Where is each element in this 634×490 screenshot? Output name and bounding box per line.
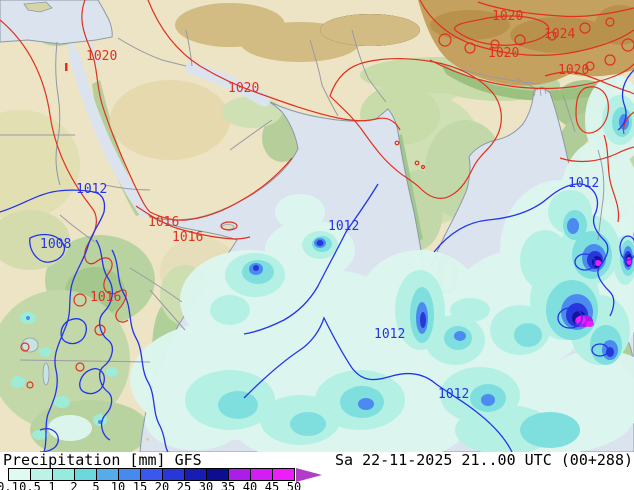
precipitation-legend: 0.1 0.5 1 2 5 10 15 20 25 30 35 40 45 50: [0, 468, 322, 490]
legend-tick: 50: [286, 480, 302, 490]
legend-segment: [31, 469, 53, 480]
legend-tick-labels: 0.1 0.5 1 2 5 10 15 20 25 30 35 40 45 50: [0, 480, 328, 490]
legend-arrow: [296, 468, 322, 482]
pressure-label: 1012: [438, 387, 469, 402]
legend-segment: [185, 469, 207, 480]
footer-text-row: Precipitation [mm] GFS Sa 22-11-2025 21.…: [0, 453, 634, 468]
precipitation-layer: [11, 75, 634, 452]
footer: Precipitation [mm] GFS Sa 22-11-2025 21.…: [0, 452, 634, 490]
legend-tick: 15: [132, 480, 148, 490]
legend-segment: [141, 469, 163, 480]
legend-segment: [119, 469, 141, 480]
legend-segment: [75, 469, 97, 480]
legend-segment: [97, 469, 119, 480]
legend-segment: [53, 469, 75, 480]
borders-layer: [0, 29, 605, 363]
pressure-label: 1016: [172, 230, 203, 245]
legend-segment: [229, 469, 251, 480]
pressure-label: 1024: [544, 27, 575, 42]
pressure-labels-layer: 1020102010161016101610201024102010201012…: [40, 9, 599, 402]
map-area: 1020 1020 1016 1016 1016 1020 1024 1020 1020 1012…: [0, 0, 634, 452]
pressure-label: 1012: [374, 327, 405, 342]
legend-tick: 45: [264, 480, 280, 490]
legend-tick: 25: [176, 480, 192, 490]
pressure-label: 1016: [148, 215, 179, 230]
legend-tick: 5: [92, 480, 100, 490]
legend-tick: 20: [154, 480, 170, 490]
legend-segment: [163, 469, 185, 480]
below-sea-level-marker: [65, 63, 68, 71]
map-title: Precipitation [mm] GFS: [3, 451, 202, 469]
legend-tick: 0.5: [19, 480, 41, 490]
pressure-label: 1020: [492, 9, 523, 24]
legend-segment: [9, 469, 31, 480]
pressure-label: 1016: [90, 290, 121, 305]
legend-tick: 35: [220, 480, 236, 490]
legend-tick: 40: [242, 480, 258, 490]
isobar-low-layer: [0, 69, 634, 452]
valid-time-label: Sa 22-11-2025 21..00 UTC (00+288): [334, 451, 633, 469]
legend-tick: 0.1: [0, 480, 19, 490]
legend-color-bar: [8, 468, 295, 481]
legend-segment: [251, 469, 273, 480]
legend-tick: 30: [198, 480, 214, 490]
pressure-label: 1012: [328, 219, 359, 234]
legend-segment: [207, 469, 229, 480]
legend-tick: 2: [70, 480, 78, 490]
pressure-label: 1012: [76, 182, 107, 197]
pressure-label: 1020: [86, 49, 117, 64]
pressure-label: 1012: [568, 176, 599, 191]
legend-segment: [273, 469, 294, 480]
pressure-label: 1020: [488, 46, 519, 61]
legend-tick: 1: [48, 480, 56, 490]
pressure-label: 1020: [228, 81, 259, 96]
pressure-label: 1020: [558, 63, 589, 78]
legend-tick: 10: [110, 480, 126, 490]
weather-map: 1020102010161016101610201024102010201012…: [0, 0, 634, 452]
pressure-label: 1008: [40, 237, 71, 252]
isobar-high-layer: [0, 0, 634, 389]
